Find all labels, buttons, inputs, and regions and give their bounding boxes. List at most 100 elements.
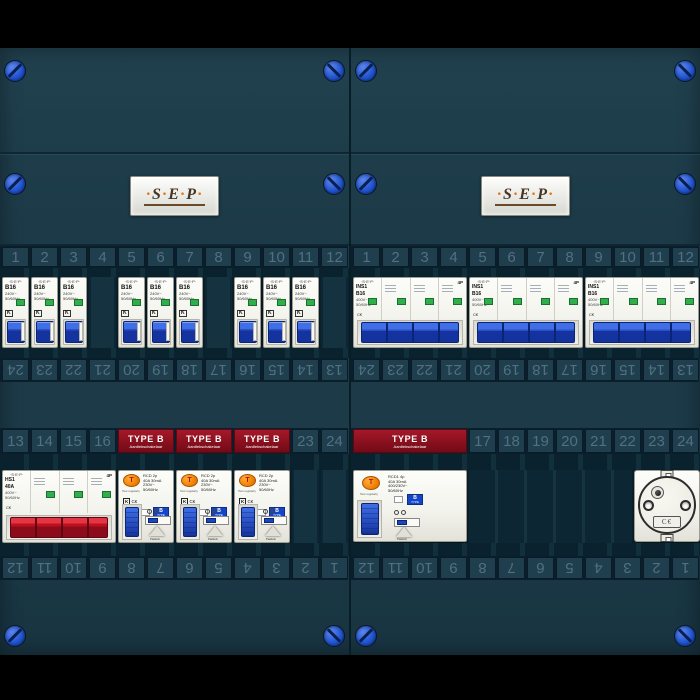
micro-print (413, 285, 425, 294)
toggle-side-window (166, 322, 170, 341)
toggle-slot (6, 515, 112, 540)
circuit-number-cell: 10 (263, 247, 290, 267)
rcd-toggle-handle[interactable] (183, 507, 197, 537)
screw-icon (323, 173, 345, 195)
padlock-triangle-icon (149, 526, 165, 536)
rcd-frequency-line: 50/60Hz (143, 486, 158, 492)
spec-line: 240V~ (266, 291, 278, 296)
circuit-number-cell: 24 (672, 429, 699, 453)
circuit-number-cell: 16 (585, 359, 612, 381)
status-indicator-green (453, 298, 462, 305)
test-button[interactable]: T (239, 474, 256, 487)
rcd-toggle-handle[interactable] (241, 507, 255, 537)
sep-brand-micro: ·S·E·P· (269, 279, 284, 284)
pole (31, 471, 60, 513)
breaker-spec-text: 240V~ 50/60Hz (179, 291, 202, 301)
rcd-model-line: RCD 2p (201, 473, 216, 478)
screw-icon (323, 60, 345, 82)
micro-print (501, 285, 513, 294)
circuit-number-cell: 3 (411, 247, 438, 267)
test-button[interactable]: T (123, 474, 140, 487)
ce-mark: C€ (653, 516, 681, 528)
din-rail-band (0, 268, 349, 277)
status-indicator-green (656, 298, 666, 305)
breaker-spec-text: 400V~ 50/60Hz (472, 297, 487, 307)
breaker-model-label: B16 (179, 285, 191, 291)
circuit-number-cell: 8 (205, 247, 232, 267)
switch-indicator-knob (397, 520, 407, 525)
toggle-side-window (195, 322, 199, 341)
status-indicator-green (628, 298, 638, 305)
circuit-number-cell: 22 (411, 359, 438, 381)
pole (60, 471, 88, 513)
test-button[interactable]: T (362, 476, 380, 490)
circuit-number-cell: 15 (263, 359, 290, 381)
socket-hole-left (643, 500, 654, 511)
spec-line: 240V~ (295, 291, 307, 296)
breaker-toggle-bar[interactable] (361, 322, 459, 343)
main-switch-4p: ·S·E·P· HS1 40A 400V~ 50/60Hz 4P C€ (2, 470, 116, 543)
rcd-voltage-line: 230V~ (259, 482, 271, 488)
rcd-toggle-handle[interactable] (360, 503, 379, 535)
pole-columns: ·S·E·P· INS1 B16 400V~ 50/60Hz 4P (586, 278, 698, 320)
type-b-sticker: TYPE B Aardlekschakelaar (118, 429, 174, 453)
screw-icon (4, 173, 26, 195)
micro-print (645, 285, 657, 294)
empty-module-slot (321, 277, 348, 348)
breaker-toggle-bar[interactable] (593, 322, 691, 343)
micro-print (385, 285, 397, 294)
circuit-number-cell: 20 (469, 359, 496, 381)
din-rail-band (351, 268, 700, 277)
rcd-spec-text: RCD 2p 40A 30mA 230V~ 50/60Hz (259, 473, 277, 492)
rcd-spec-text: RCD 2p 40A 30mA 230V~ 50/60Hz (201, 473, 219, 492)
main-switch-toggle-bar[interactable] (10, 517, 108, 538)
toggle-slot (473, 320, 579, 345)
circuit-number-cell: 22 (614, 429, 641, 453)
rcd-toggle-handle[interactable] (125, 507, 139, 537)
breaker-toggle-bar[interactable] (477, 322, 575, 343)
pole: 4P (671, 278, 698, 320)
circuit-number-cell: 17 (469, 429, 496, 453)
breaker-model-label: B16 (266, 285, 278, 291)
circuit-number-cell: 18 (498, 429, 525, 453)
logo-letter: S (151, 186, 162, 203)
approval-mark-k: K (5, 310, 13, 317)
circuit-number-cell: 2 (292, 557, 319, 579)
type-b-title: TYPE B (185, 433, 223, 444)
pole: ·S·E·P· INS1 B16 400V~ 50/60Hz (586, 278, 615, 320)
din-rail-band (351, 543, 700, 556)
circuit-number-cell: 1 (353, 247, 380, 267)
toggle-side-window (50, 322, 54, 341)
circuit-number-cell: 21 (440, 359, 467, 381)
spec-line: 50/60Hz (34, 295, 49, 301)
logo-letter: E (168, 186, 180, 203)
toggle-side-window (137, 322, 141, 341)
toggle-slot (34, 319, 55, 345)
approval-marks: K C€ (239, 498, 253, 505)
spec-line: 240V~ (34, 291, 46, 296)
spec-line: 50/60Hz (121, 295, 136, 301)
circuit-number-cell: 6 (498, 247, 525, 267)
screw-icon (674, 625, 696, 647)
circuit-number-cell: 9 (440, 557, 467, 579)
test-button[interactable]: T (181, 474, 198, 487)
approval-mark-k: K (179, 310, 187, 317)
toggle-slot (122, 504, 142, 540)
spec-line: 240V~ (237, 291, 249, 296)
status-indicator-green (74, 299, 83, 306)
circuit-number-strip-top: 1 2 3 4 5 6 7 8 9 10 11 12 (351, 246, 699, 268)
spec-line: 240V~ (63, 291, 75, 296)
status-indicator-green (277, 299, 286, 306)
status-indicator-green (102, 491, 111, 498)
rcd-model-line: RCD 2p (259, 473, 274, 478)
screw-icon (323, 625, 345, 647)
micro-symbol-icon (147, 509, 152, 514)
switch-indicator-knob (206, 518, 216, 523)
indicator-icons (263, 509, 275, 514)
test-note-label: Test regularly (122, 489, 140, 493)
circuit-number-cell: 6 (147, 247, 174, 267)
circuit-number-cell: 12 (672, 247, 699, 267)
screw-icon (355, 173, 377, 195)
toggle-slot (589, 320, 695, 345)
